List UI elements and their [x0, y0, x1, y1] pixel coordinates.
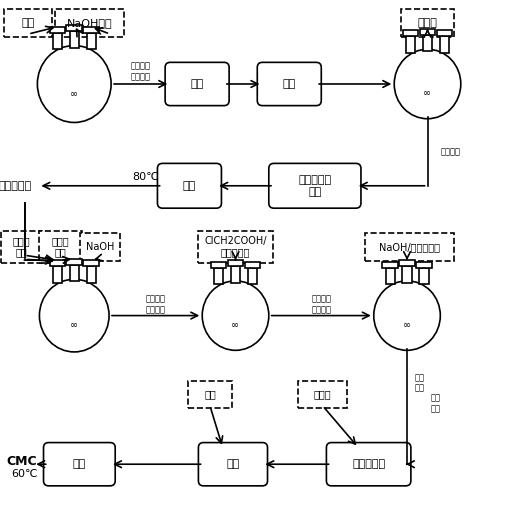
Text: 水浴加热
机械搅拌: 水浴加热 机械搅拌 [131, 62, 151, 81]
FancyBboxPatch shape [50, 27, 65, 33]
FancyBboxPatch shape [420, 29, 435, 35]
FancyBboxPatch shape [55, 9, 124, 37]
FancyBboxPatch shape [87, 266, 96, 282]
Ellipse shape [37, 45, 111, 123]
Text: NaOH/乙醇水溶液: NaOH/乙醇水溶液 [379, 242, 440, 252]
FancyBboxPatch shape [382, 262, 398, 268]
Text: 蒸馏水: 蒸馏水 [418, 18, 437, 28]
Text: 加热搅拌
一反时间: 加热搅拌 一反时间 [145, 295, 166, 314]
FancyBboxPatch shape [400, 9, 455, 37]
FancyBboxPatch shape [403, 30, 418, 36]
Text: 抽滤: 抽滤 [283, 79, 296, 89]
FancyBboxPatch shape [67, 25, 82, 32]
FancyBboxPatch shape [399, 260, 415, 266]
Text: ClCH2COOH/
乙醇水溶液: ClCH2COOH/ 乙醇水溶液 [204, 236, 267, 258]
Text: NaOH: NaOH [86, 242, 115, 252]
FancyBboxPatch shape [158, 163, 221, 208]
FancyBboxPatch shape [1, 231, 42, 263]
Text: 抽滤洗涤至
中性: 抽滤洗涤至 中性 [298, 175, 331, 196]
FancyBboxPatch shape [231, 266, 240, 282]
FancyBboxPatch shape [416, 262, 432, 268]
FancyBboxPatch shape [327, 442, 411, 486]
FancyBboxPatch shape [188, 381, 231, 408]
Text: 乙醇水
溶液: 乙醇水 溶液 [52, 236, 69, 258]
FancyBboxPatch shape [53, 266, 62, 282]
FancyBboxPatch shape [44, 442, 115, 486]
Text: 干燥: 干燥 [183, 181, 196, 191]
FancyBboxPatch shape [214, 268, 223, 284]
FancyBboxPatch shape [83, 27, 99, 33]
FancyBboxPatch shape [402, 266, 412, 282]
Text: CMC: CMC [6, 455, 37, 468]
Text: 加热
搅拌: 加热 搅拌 [430, 393, 440, 413]
FancyBboxPatch shape [228, 260, 243, 266]
Text: 精制纤
维素: 精制纤 维素 [13, 236, 30, 258]
Text: 烘干: 烘干 [73, 459, 86, 469]
Ellipse shape [374, 281, 440, 350]
FancyBboxPatch shape [165, 63, 229, 106]
Ellipse shape [202, 281, 269, 350]
FancyBboxPatch shape [365, 233, 455, 261]
Text: ∞: ∞ [70, 89, 78, 99]
FancyBboxPatch shape [211, 262, 226, 268]
Text: 60℃: 60℃ [11, 469, 38, 479]
Text: NaOH溶液: NaOH溶液 [67, 18, 113, 28]
FancyBboxPatch shape [80, 233, 120, 261]
Ellipse shape [39, 279, 109, 352]
FancyBboxPatch shape [248, 268, 257, 284]
FancyBboxPatch shape [198, 231, 273, 263]
Text: 纸浆: 纸浆 [22, 18, 35, 28]
Text: 80℃: 80℃ [133, 172, 159, 182]
Text: ∞: ∞ [70, 320, 78, 330]
FancyBboxPatch shape [83, 260, 99, 266]
FancyBboxPatch shape [298, 381, 347, 408]
FancyBboxPatch shape [87, 33, 96, 49]
FancyBboxPatch shape [257, 63, 322, 106]
FancyBboxPatch shape [423, 35, 432, 51]
FancyBboxPatch shape [245, 262, 260, 268]
Text: ∞: ∞ [403, 320, 411, 330]
Text: 机械搅拌: 机械搅拌 [440, 147, 460, 156]
FancyBboxPatch shape [419, 268, 429, 284]
FancyBboxPatch shape [199, 442, 267, 486]
FancyBboxPatch shape [440, 36, 449, 52]
Text: ∞: ∞ [231, 320, 240, 330]
Text: ∞: ∞ [423, 88, 432, 98]
Text: 乙醇: 乙醇 [204, 389, 216, 400]
Text: 调节至中性: 调节至中性 [352, 459, 385, 469]
Text: 纸浆纤维素: 纸浆纤维素 [0, 181, 32, 191]
FancyBboxPatch shape [386, 268, 395, 284]
Text: 一反
时间: 一反 时间 [415, 373, 425, 392]
FancyBboxPatch shape [4, 9, 52, 37]
Text: 冷却: 冷却 [190, 79, 204, 89]
FancyBboxPatch shape [53, 33, 62, 49]
Text: 稀盐酸: 稀盐酸 [314, 389, 331, 400]
FancyBboxPatch shape [38, 231, 82, 263]
FancyBboxPatch shape [50, 260, 65, 266]
FancyBboxPatch shape [269, 163, 361, 208]
FancyBboxPatch shape [70, 265, 79, 281]
FancyBboxPatch shape [406, 36, 415, 52]
Text: 加热搅拌
一反时间: 加热搅拌 一反时间 [311, 295, 331, 314]
Ellipse shape [394, 49, 461, 119]
FancyBboxPatch shape [70, 32, 79, 48]
FancyBboxPatch shape [437, 30, 452, 36]
FancyBboxPatch shape [67, 259, 82, 265]
Text: 洗涤: 洗涤 [226, 459, 240, 469]
